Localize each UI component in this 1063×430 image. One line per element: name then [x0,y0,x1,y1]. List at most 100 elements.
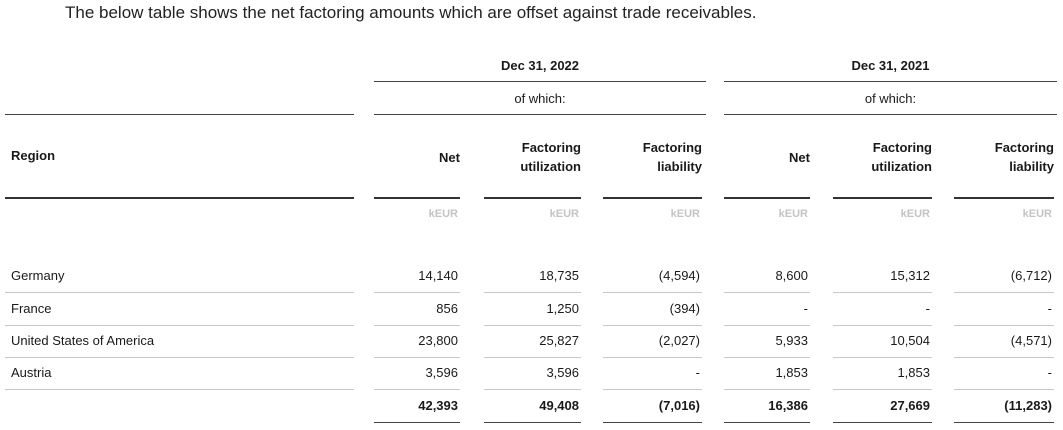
row-rule [603,389,702,390]
value-cell: (2,027) [658,333,700,348]
row-rule [374,357,460,358]
header-bottom-rule-region [5,197,354,199]
column-header-line2: utilization [871,159,932,174]
header-rule-region [5,114,354,115]
row-rule [724,325,810,326]
value-cell: 18,735 [539,268,579,283]
period-label: Dec 31, 2021 [851,58,930,73]
column-header-line1: Net [439,150,460,165]
value-cell: (6,712) [1010,268,1052,283]
intro-text: The below table shows the net factoring … [65,3,757,22]
header-rule-2022 [374,114,706,115]
value-cell: 5,933 [775,333,808,348]
row-rule [833,389,932,390]
column-header-line2: liability [657,159,702,174]
value-cell: (394) [669,301,700,316]
total-cell: 49,408 [539,398,579,413]
header-bottom-rule-col [833,197,932,199]
row-rule [724,292,810,293]
column-header: Factoring utilization [484,138,581,176]
value-cell: - [803,301,808,316]
value-cell: - [1047,365,1052,380]
total-bottom-rule [954,422,1054,423]
row-rule [954,389,1054,390]
header-bottom-rule-col [484,197,581,199]
value-cell: 25,827 [539,333,579,348]
row-rule [724,389,810,390]
column-header-line2: liability [1009,159,1054,174]
row-rule [954,292,1054,293]
row-rule [833,357,932,358]
region-name: Austria [11,365,52,380]
total-bottom-rule [724,422,810,423]
region-header: Region [11,148,56,163]
column-header-line1: Factoring [872,140,932,155]
region-name: Germany [11,268,65,283]
row-rule [484,389,581,390]
row-rule [5,292,354,293]
column-header-line1: Net [789,150,810,165]
row-rule [374,389,460,390]
unit-label: kEUR [900,208,930,220]
unit-label: kEUR [670,208,700,220]
total-bottom-rule [833,422,932,423]
column-header-line1: Factoring [642,140,702,155]
value-cell: 1,853 [775,365,808,380]
of-which-label: of which: [514,91,566,106]
total-bottom-rule [374,422,460,423]
row-rule [603,325,702,326]
row-rule [833,292,932,293]
total-bottom-rule [484,422,581,423]
header-rule-2021 [724,114,1057,115]
row-rule [5,325,354,326]
period-rule [374,81,706,82]
row-rule [954,325,1054,326]
row-rule [5,357,354,358]
header-bottom-rule-col [603,197,702,199]
region-name: France [11,301,52,316]
header-bottom-rule-col [954,197,1054,199]
row-rule [484,325,581,326]
total-cell: (7,016) [658,398,700,413]
row-rule [484,357,581,358]
row-rule [603,292,702,293]
value-cell: 1,853 [897,365,930,380]
value-cell: 3,596 [425,365,458,380]
row-rule [954,357,1054,358]
column-header-line1: Factoring [994,140,1054,155]
unit-label: kEUR [428,208,458,220]
value-cell: - [1047,301,1052,316]
value-cell: 3,596 [546,365,579,380]
period-rule [724,81,1057,82]
value-cell: (4,571) [1010,333,1052,348]
period-label: Dec 31, 2022 [500,58,580,73]
row-rule [374,325,460,326]
column-header: Net [724,148,810,167]
row-rule [833,325,932,326]
column-header-line1: Factoring [521,140,581,155]
value-cell: 856 [436,301,458,316]
row-rule [603,357,702,358]
value-cell: 23,800 [418,333,458,348]
value-cell: - [695,365,700,380]
of-which-label: of which: [864,91,917,106]
column-header-line2: utilization [520,159,581,174]
row-rule [374,292,460,293]
unit-label: kEUR [1022,208,1052,220]
row-rule [484,292,581,293]
total-cell: 16,386 [768,398,808,413]
value-cell: (4,594) [658,268,700,283]
row-rule [5,389,354,390]
value-cell: 15,312 [890,268,930,283]
total-cell: (11,283) [1004,398,1052,413]
column-header: Net [374,148,460,167]
total-bottom-rule [603,422,702,423]
header-bottom-rule-col [724,197,810,199]
value-cell: - [925,301,930,316]
column-header: Factoring liability [954,138,1054,176]
header-bottom-rule-col [374,197,460,199]
unit-label: kEUR [778,208,808,220]
unit-label: kEUR [549,208,579,220]
value-cell: 14,140 [418,268,458,283]
column-header: Factoring liability [603,138,702,176]
